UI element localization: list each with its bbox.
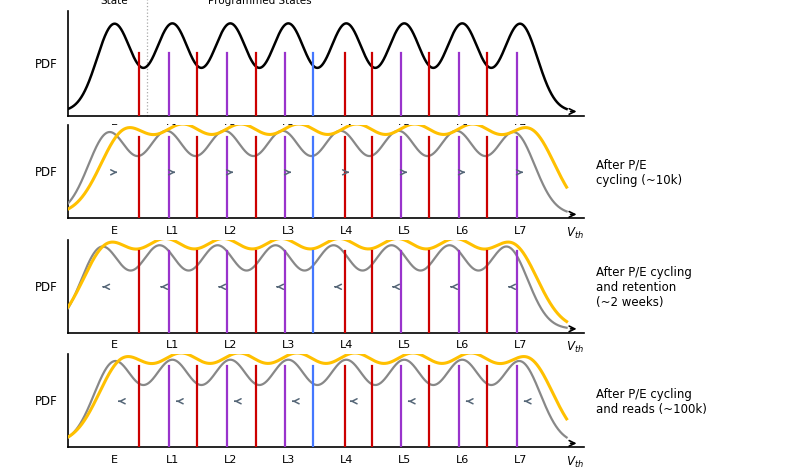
Text: L7: L7 <box>514 340 527 350</box>
Text: $V_{th}$: $V_{th}$ <box>566 340 584 355</box>
Text: E: E <box>111 340 118 350</box>
Text: L2: L2 <box>224 340 237 350</box>
Text: L3: L3 <box>282 340 295 350</box>
Text: After P/E cycling
and reads (~100k): After P/E cycling and reads (~100k) <box>596 387 707 415</box>
Text: L5: L5 <box>398 226 411 236</box>
Text: L2: L2 <box>224 454 237 464</box>
Text: L5: L5 <box>398 340 411 350</box>
Text: L1: L1 <box>166 226 179 236</box>
Text: L2: L2 <box>224 226 237 236</box>
Y-axis label: PDF: PDF <box>34 166 57 179</box>
Text: $V_{th}$: $V_{th}$ <box>566 226 584 240</box>
Text: L7: L7 <box>514 226 527 236</box>
Text: L1: L1 <box>166 124 179 134</box>
Text: L3: L3 <box>282 124 295 134</box>
Text: E: E <box>111 454 118 464</box>
Text: L7: L7 <box>514 124 527 134</box>
Text: L5: L5 <box>398 454 411 464</box>
Text: After P/E cycling
and retention
(~2 weeks): After P/E cycling and retention (~2 week… <box>596 265 692 308</box>
Text: $V_{th}$: $V_{th}$ <box>566 454 584 469</box>
Text: Programmed States: Programmed States <box>207 0 311 6</box>
Text: $V_{th}$: $V_{th}$ <box>566 124 584 139</box>
Text: L4: L4 <box>340 454 353 464</box>
Text: L3: L3 <box>282 226 295 236</box>
Text: L1: L1 <box>166 454 179 464</box>
Text: L5: L5 <box>398 124 411 134</box>
Text: L4: L4 <box>340 340 353 350</box>
Y-axis label: PDF: PDF <box>34 395 57 407</box>
Text: L4: L4 <box>340 124 353 134</box>
Text: L6: L6 <box>456 226 469 236</box>
Text: L6: L6 <box>456 124 469 134</box>
Y-axis label: PDF: PDF <box>34 280 57 293</box>
Text: L3: L3 <box>282 454 295 464</box>
Text: L1: L1 <box>166 340 179 350</box>
Text: L2: L2 <box>224 124 237 134</box>
Text: E: E <box>111 226 118 236</box>
Y-axis label: PDF: PDF <box>34 58 57 71</box>
Text: Erased
State: Erased State <box>97 0 132 6</box>
Text: L7: L7 <box>514 454 527 464</box>
Text: L6: L6 <box>456 454 469 464</box>
Text: L6: L6 <box>456 340 469 350</box>
Text: After P/E
cycling (~10k): After P/E cycling (~10k) <box>596 159 682 187</box>
Text: E: E <box>111 124 118 134</box>
Text: L4: L4 <box>340 226 353 236</box>
